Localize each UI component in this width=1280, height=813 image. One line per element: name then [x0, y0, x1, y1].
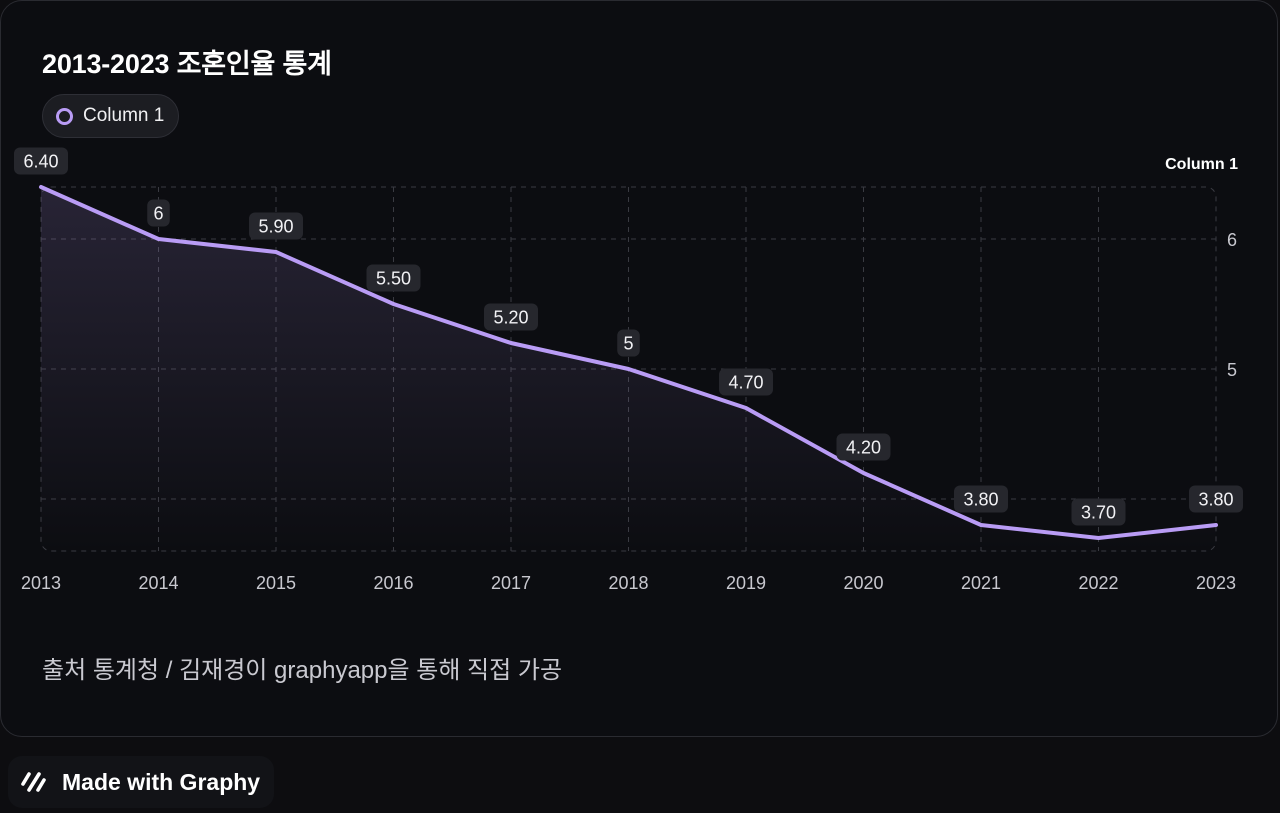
- x-tick-label: 2022: [1078, 573, 1118, 593]
- data-label: 4.20: [846, 438, 881, 458]
- data-label: 6: [153, 204, 163, 224]
- data-label: 5.20: [493, 308, 528, 328]
- x-tick-label: 2018: [608, 573, 648, 593]
- data-label-box: [147, 199, 170, 227]
- data-label-box: [14, 147, 68, 175]
- legend-label: Column 1: [83, 105, 165, 126]
- data-label-box: [954, 485, 1008, 513]
- x-tick-label: 2019: [726, 573, 766, 593]
- y-tick-label: 6: [1227, 230, 1237, 250]
- data-label: 3.80: [1198, 490, 1233, 510]
- data-label-box: [366, 264, 421, 292]
- y-axis-title: Column 1: [1165, 156, 1238, 173]
- data-label-box: [1189, 485, 1243, 513]
- data-label: 6.40: [23, 152, 58, 172]
- x-tick-label: 2021: [961, 573, 1001, 593]
- data-label-box: [836, 433, 891, 461]
- footer-label: Made with Graphy: [62, 768, 261, 795]
- data-label-box: [484, 303, 538, 331]
- data-label-box: [249, 212, 303, 240]
- legend-marker-icon: [56, 107, 73, 125]
- data-label-box: [1071, 498, 1126, 526]
- x-tick-label: 2017: [491, 573, 531, 593]
- line-chart: 456Column 120132014201520162017201820192…: [14, 147, 1243, 593]
- data-label: 5.50: [376, 269, 411, 289]
- data-label-box: [719, 368, 773, 396]
- graphy-logo-icon: [21, 772, 46, 792]
- data-label: 5.90: [258, 217, 293, 237]
- y-tick-label: 5: [1227, 360, 1237, 380]
- x-tick-label: 2015: [256, 573, 296, 593]
- series-line: [39, 185, 1218, 540]
- chart-title: 2013-2023 조혼인율 통계: [42, 49, 332, 79]
- made-with-graphy-badge[interactable]: Made with Graphy: [8, 756, 275, 808]
- legend-item-column-1[interactable]: Column 1: [42, 94, 180, 138]
- x-tick-label: 2016: [373, 573, 413, 593]
- x-tick-label: 2020: [843, 573, 883, 593]
- source-note: 출처 통계청 / 김재경이 graphyapp을 통해 직접 가공: [42, 657, 563, 684]
- data-label: 3.70: [1081, 503, 1116, 523]
- data-label: 5: [623, 334, 633, 354]
- data-label: 3.80: [963, 490, 998, 510]
- x-tick-label: 2023: [1196, 573, 1236, 593]
- data-label-box: [617, 329, 640, 357]
- x-tick-label: 2013: [21, 573, 61, 593]
- data-label: 4.70: [728, 373, 763, 393]
- x-tick-label: 2014: [138, 573, 178, 593]
